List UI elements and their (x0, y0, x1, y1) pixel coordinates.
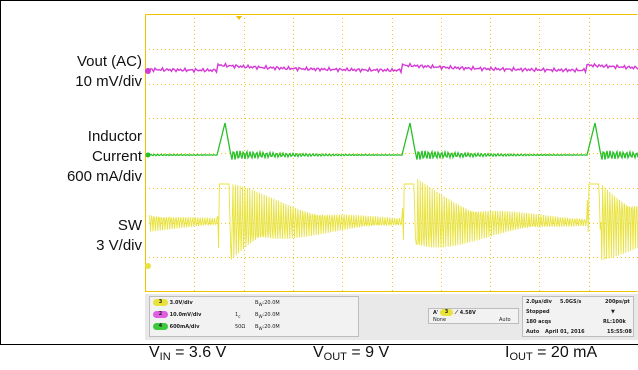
oscilloscope-display: 3 3.0V/div BW:20.0M 2 10.0mV/div 1c BW:2… (145, 14, 638, 340)
channel-settings-panel: 3 3.0V/div BW:20.0M 2 10.0mV/div 1c BW:2… (149, 296, 359, 337)
caption-vin: VIN = 3.6 V (149, 344, 226, 363)
bw-val: :20.0M (262, 324, 280, 330)
vout-trace (148, 62, 638, 75)
sw-label-line2: 3 V/div (96, 237, 142, 254)
channel-3-badge[interactable]: 3 (153, 299, 168, 306)
vout-label-line2: 10 mV/div (75, 73, 142, 90)
scope-status-bar: 3 3.0V/div BW:20.0M 2 10.0mV/div 1c BW:2… (145, 294, 638, 340)
trigger-level: 4.58V (459, 310, 476, 316)
channel-3-bandwidth: BW:20.0M (255, 299, 280, 308)
timebase-rate: 2.0µs/div (526, 299, 552, 305)
vout-symbol: V (313, 344, 324, 361)
trigger-source-badge: 3 (440, 309, 453, 316)
bw-val: :20.0M (262, 312, 280, 318)
inductor-label-line2: Current (91, 148, 142, 165)
iout-subscript: OUT (509, 351, 533, 363)
waveform-screen (145, 14, 638, 292)
sw-channel-marker (145, 263, 151, 269)
channel-2-row: 2 10.0mV/div (153, 311, 201, 320)
channel-2-bandwidth: BW:20.0M (255, 311, 280, 320)
acquisition-count: 180 acqs (526, 319, 552, 325)
sw-label: SW 3 V/div (96, 216, 142, 256)
vout-label: Vout (AC) 10 mV/div (75, 52, 142, 92)
vout-value: = 9 V (346, 344, 390, 361)
trigger-auto: Auto (499, 317, 511, 323)
timebase-panel[interactable]: 2.0µs/div 5.0GS/s 200ps/pt Stopped ▼ 180… (522, 296, 634, 337)
bw-w: W (258, 326, 263, 331)
frame-top-border (0, 0, 638, 1)
inductor-current-trace (148, 122, 638, 160)
caption-vout: VOUT = 9 V (313, 344, 389, 363)
bw-b: B (255, 300, 259, 306)
channel-2-scale: 10.0mV/div (169, 312, 202, 318)
caption-iout: IOUT = 20 mA (505, 344, 597, 363)
channel-3-scale: 3.0V/div (169, 300, 193, 306)
channel-4-termination: 50Ω (235, 323, 245, 332)
trigger-panel[interactable]: A' 3 ⟋ 4.58V None Auto (428, 308, 519, 324)
trigger-position-marker (236, 16, 242, 20)
sw-trace (148, 179, 638, 261)
vin-subscript: IN (159, 351, 171, 363)
channel-2-badge[interactable]: 2 (153, 311, 168, 318)
channel-3-row: 3 3.0V/div (153, 299, 193, 308)
vin-symbol: V (149, 344, 160, 361)
channel-4-bandwidth: BW:20.0M (255, 323, 280, 332)
bw-w: W (258, 302, 263, 307)
trigger-mode: None (433, 317, 447, 323)
coupling-1: 1 (235, 312, 239, 318)
frame-left-border (0, 0, 1, 345)
iout-value: = 20 mA (532, 344, 598, 361)
termination-value: 50Ω (235, 324, 246, 330)
sw-label-line1: SW (117, 217, 142, 234)
bw-val: :20.0M (262, 300, 280, 306)
resolution: 200ps/pt (605, 299, 630, 305)
iout-symbol: I (505, 344, 510, 361)
vout-label-line1: Vout (AC) (76, 53, 142, 70)
inductor-label: Inductor Current 600 mA/div (67, 127, 142, 187)
inductor-channel-marker (145, 152, 151, 158)
coupling-c: c (238, 314, 241, 319)
acquisition-date: April 01, 2016 (545, 329, 585, 335)
acquisition-marker-icon: ▼ (611, 309, 615, 315)
trigger-row: A' 3 ⟋ 4.58V (433, 309, 476, 318)
vout-subscript: OUT (323, 351, 347, 363)
inductor-label-line1: Inductor (87, 128, 142, 145)
acquisition-state: Stopped (526, 309, 550, 315)
bw-w: W (258, 314, 263, 319)
graticule-grid (145, 14, 638, 292)
inductor-label-line3: 600 mA/div (66, 168, 142, 185)
channel-4-row: 4 600mA/div (153, 323, 200, 332)
acquisition-mode: Auto (526, 329, 540, 335)
channel-4-badge[interactable]: 4 (153, 323, 168, 330)
frame-bottom-border (0, 344, 638, 345)
record-length: RL:100k (603, 319, 626, 325)
sample-rate: 5.0GS/s (560, 299, 582, 305)
acquisition-time: 15:55:08 (607, 329, 632, 335)
channel-4-scale: 600mA/div (169, 324, 200, 330)
vin-value: = 3.6 V (170, 344, 227, 361)
bw-b: B (255, 312, 259, 318)
trigger-letter: A' (433, 310, 439, 316)
trigger-edge-icon: ⟋ (454, 310, 459, 316)
bw-b: B (255, 324, 259, 330)
channel-2-coupling: 1c (235, 311, 240, 320)
